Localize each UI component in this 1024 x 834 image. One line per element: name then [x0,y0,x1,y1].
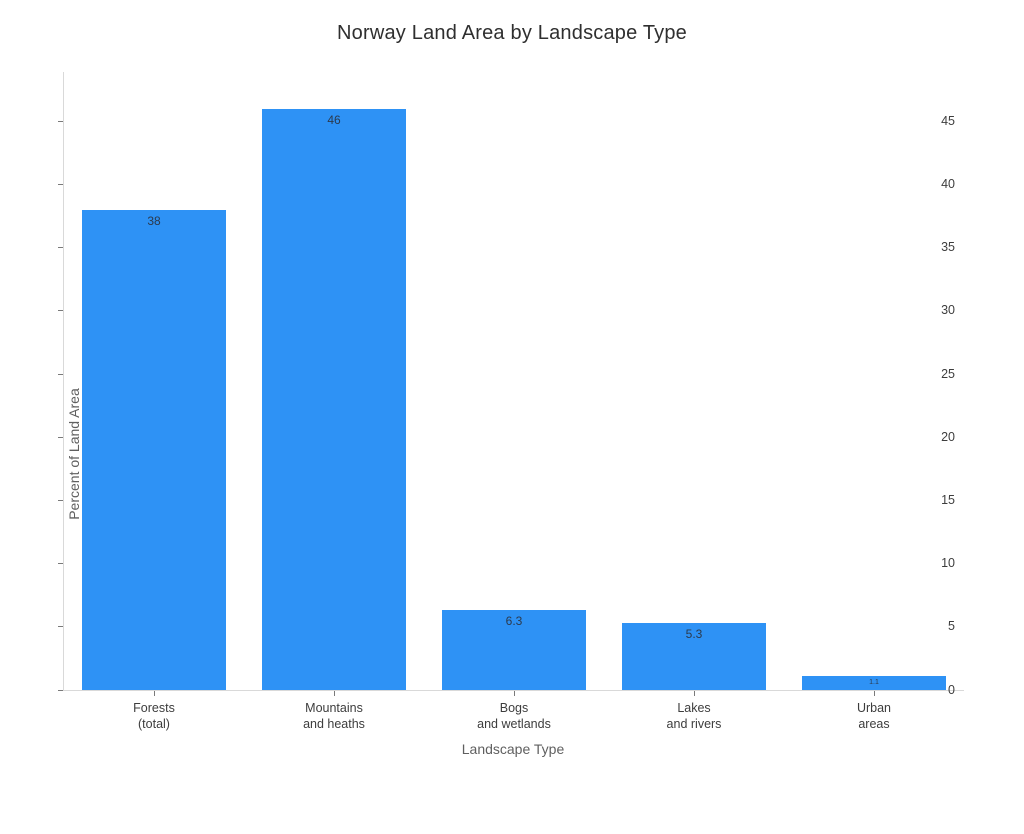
bar-value-label: 5.3 [685,627,703,642]
x-tick-label: Forests (total) [64,701,244,732]
chart-title: Norway Land Area by Landscape Type [337,22,687,44]
x-tick-label-line: and rivers [666,716,722,731]
y-tick-mark [58,499,63,501]
x-tick-label-line: Mountains [305,701,363,715]
bar [82,209,226,690]
y-tick-label: 30 [941,303,955,318]
bar [262,108,406,690]
x-axis-title: Landscape Type [461,741,565,757]
x-tick-label-line: (total) [138,716,170,731]
plot-area: Percent of Land Area 0 5 10 15 20 25 30 35 40 45 3… [58,72,964,731]
x-tick-label-line: Urban [856,701,892,715]
bar-value-label: 6.3 [505,614,523,629]
x-tick-label-line: Lakes [677,701,711,715]
bar [442,610,586,690]
y-tick-label: 5 [948,619,955,634]
y-tick-mark [58,436,63,438]
x-tick-label-line: areas [858,716,890,731]
x-tick-mark [333,691,335,696]
x-tick-label-line: Bogs [499,701,529,715]
x-tick-mark [693,691,695,696]
y-tick-label: 40 [941,176,955,191]
y-tick-label: 0 [948,682,955,697]
y-tick-label: 45 [941,113,955,128]
x-tick-label-line: and heaths [303,716,365,731]
y-tick-label: 35 [941,240,955,255]
y-tick-mark [58,183,63,185]
y-tick-label: 15 [941,492,955,507]
x-tick-label: Lakes and rivers [604,701,784,732]
x-tick-mark [873,691,875,696]
y-tick-mark [58,120,63,122]
x-tick-label-line: Forests [133,701,175,715]
y-tick-mark [58,626,63,628]
bar-value-label: 38 [147,213,161,228]
x-tick-mark [513,691,515,696]
y-tick-label: 10 [941,556,955,571]
x-tick-label: Bogs and wetlands [424,701,604,732]
bar-value-label: 46 [327,112,341,127]
x-tick-label: Mountains and heaths [244,701,424,732]
x-tick-mark [153,691,155,696]
y-tick-mark [58,563,63,565]
x-tick-label-line: and wetlands [477,716,551,731]
bar-chart-figure: Norway Land Area by Landscape Type Perce… [58,22,964,757]
bar [622,623,766,690]
bar [802,676,946,690]
y-tick-mark [58,689,63,691]
x-tick-label: Urban areas [784,701,964,732]
y-tick-mark [58,247,63,249]
y-tick-label: 25 [941,366,955,381]
y-tick-mark [58,373,63,375]
y-tick-mark [58,310,63,312]
y-tick-label: 20 [941,429,955,444]
bar-value-label: 1.1 [869,679,879,687]
